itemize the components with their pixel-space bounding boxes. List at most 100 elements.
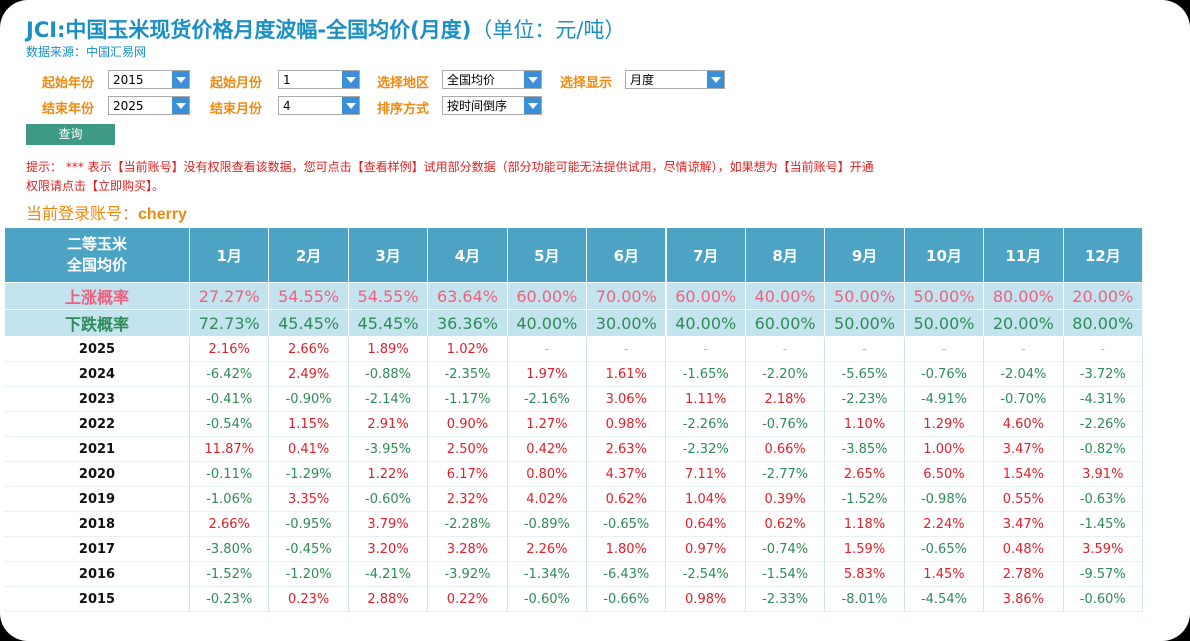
filter-value: 2025: [113, 99, 144, 113]
value-cell: -2.16%: [507, 387, 588, 412]
value-cell: 0.23%: [269, 587, 349, 612]
corner-text: 全国均价: [66, 256, 127, 274]
value-cell: -2.20%: [745, 362, 826, 387]
dropdown-arrow[interactable]: [342, 97, 359, 114]
value-cell: -2.28%: [428, 512, 508, 537]
value-cell: -0.74%: [745, 537, 826, 562]
value-cell: -0.41%: [190, 387, 270, 412]
month-header: 9月: [825, 228, 905, 282]
value-cell: -0.66%: [587, 587, 667, 612]
notice: 提示： *** 表示【当前账号】没有权限查看该数据，您可点击【查看样例】试用部分…: [26, 160, 874, 174]
value-cell: 0.48%: [984, 537, 1064, 562]
value-cell: 6.17%: [428, 462, 508, 487]
value-cell: -1.45%: [1063, 512, 1143, 537]
year-cell: 2024: [5, 362, 190, 387]
filter-select[interactable]: 1: [278, 70, 360, 89]
value-cell: -1.34%: [507, 562, 588, 587]
month-header: 1月: [190, 228, 270, 282]
month-header: 12月: [1063, 228, 1143, 282]
value-cell: -2.32%: [666, 437, 746, 462]
dropdown-arrow[interactable]: [707, 71, 724, 88]
value-cell: 0.39%: [745, 487, 826, 512]
source: 数据来源：中国汇易网: [26, 45, 147, 59]
value-cell: -1.52%: [825, 487, 905, 512]
down-value: 20.00%: [984, 310, 1064, 337]
value-cell: 3.79%: [348, 512, 429, 537]
filter-select[interactable]: 4: [278, 96, 360, 115]
account-label: 当前登录账号：: [26, 204, 139, 223]
value-cell: 1.45%: [904, 562, 985, 587]
year-cell: 2018: [5, 512, 190, 537]
value-cell: 0.22%: [428, 587, 508, 612]
value-cell: -2.14%: [348, 387, 429, 412]
filter-value: 全国均价: [447, 73, 496, 87]
dropdown-arrow[interactable]: [524, 97, 541, 114]
value-cell: 3.06%: [587, 387, 667, 412]
filter-select[interactable]: 按时间倒序: [442, 96, 542, 115]
filter-select[interactable]: 全国均价: [442, 70, 542, 89]
value-cell: -0.54%: [190, 412, 270, 437]
dropdown-arrow[interactable]: [172, 97, 189, 114]
value-cell: -0.23%: [190, 587, 270, 612]
month-header: 8月: [745, 228, 826, 282]
up-value: 40.00%: [745, 283, 826, 310]
dropdown-arrow[interactable]: [524, 71, 541, 88]
value-cell: 7.11%: [666, 462, 746, 487]
year-cell: 2020: [5, 462, 190, 487]
corner-text: 二等玉米: [66, 235, 127, 253]
up-value: 20.00%: [1063, 283, 1143, 310]
up-value: 80.00%: [984, 283, 1064, 310]
value-cell: -4.31%: [1063, 387, 1143, 412]
month-header: 7月: [666, 228, 746, 282]
value-cell: -0.60%: [1063, 587, 1143, 612]
year-cell: 2017: [5, 537, 190, 562]
value-cell: 2.66%: [190, 512, 270, 537]
value-cell: -2.77%: [745, 462, 826, 487]
value-cell: 1.18%: [825, 512, 905, 537]
value-cell: 2.66%: [269, 337, 349, 362]
value-cell: -5.65%: [825, 362, 905, 387]
value-cell: 1.54%: [984, 462, 1064, 487]
filter-select[interactable]: 2015: [108, 70, 190, 89]
filter-select[interactable]: 月度: [625, 70, 725, 89]
up-value: 63.64%: [428, 283, 508, 310]
title-line: JCI:中国玉米现货价格月度波幅-全国均价(月度)（单位：元/吨）: [26, 14, 625, 44]
dropdown-arrow[interactable]: [342, 71, 359, 88]
value-cell: 1.15%: [269, 412, 349, 437]
value-cell: 2.32%: [428, 487, 508, 512]
month-header: 11月: [984, 228, 1064, 282]
down-value: 45.45%: [269, 310, 349, 337]
value-cell: -0.76%: [904, 362, 985, 387]
value-cell: -2.33%: [745, 587, 826, 612]
up-value: 50.00%: [904, 283, 985, 310]
filter-value: 月度: [630, 73, 655, 87]
value-cell: -0.95%: [269, 512, 349, 537]
filter-select[interactable]: 2025: [108, 96, 190, 115]
value-cell: 4.02%: [507, 487, 588, 512]
filter-label: 结束月份: [210, 102, 263, 117]
value-cell: -: [745, 337, 826, 362]
query-button[interactable]: 查询: [26, 124, 115, 145]
filter-label: 结束年份: [42, 102, 95, 117]
value-cell: -3.95%: [348, 437, 429, 462]
filter-label: 起始月份: [210, 76, 263, 91]
down-value: 30.00%: [587, 310, 667, 337]
up-value: 54.55%: [269, 283, 349, 310]
value-cell: 1.29%: [904, 412, 985, 437]
value-cell: -: [984, 337, 1064, 362]
down-value: 50.00%: [904, 310, 985, 337]
value-cell: 0.64%: [666, 512, 746, 537]
value-cell: -9.57%: [1063, 562, 1143, 587]
corner-cell: 二等玉米 全国均价: [5, 228, 190, 282]
value-cell: 4.37%: [587, 462, 667, 487]
value-cell: 2.88%: [348, 587, 429, 612]
value-cell: 0.66%: [745, 437, 826, 462]
value-cell: -2.54%: [666, 562, 746, 587]
dropdown-arrow[interactable]: [172, 71, 189, 88]
unit: （单位：元/吨）: [471, 18, 626, 42]
down-value: 40.00%: [507, 310, 588, 337]
value-cell: -: [1063, 337, 1143, 362]
value-cell: 2.78%: [984, 562, 1064, 587]
value-cell: -0.70%: [984, 387, 1064, 412]
value-cell: -: [507, 337, 588, 362]
